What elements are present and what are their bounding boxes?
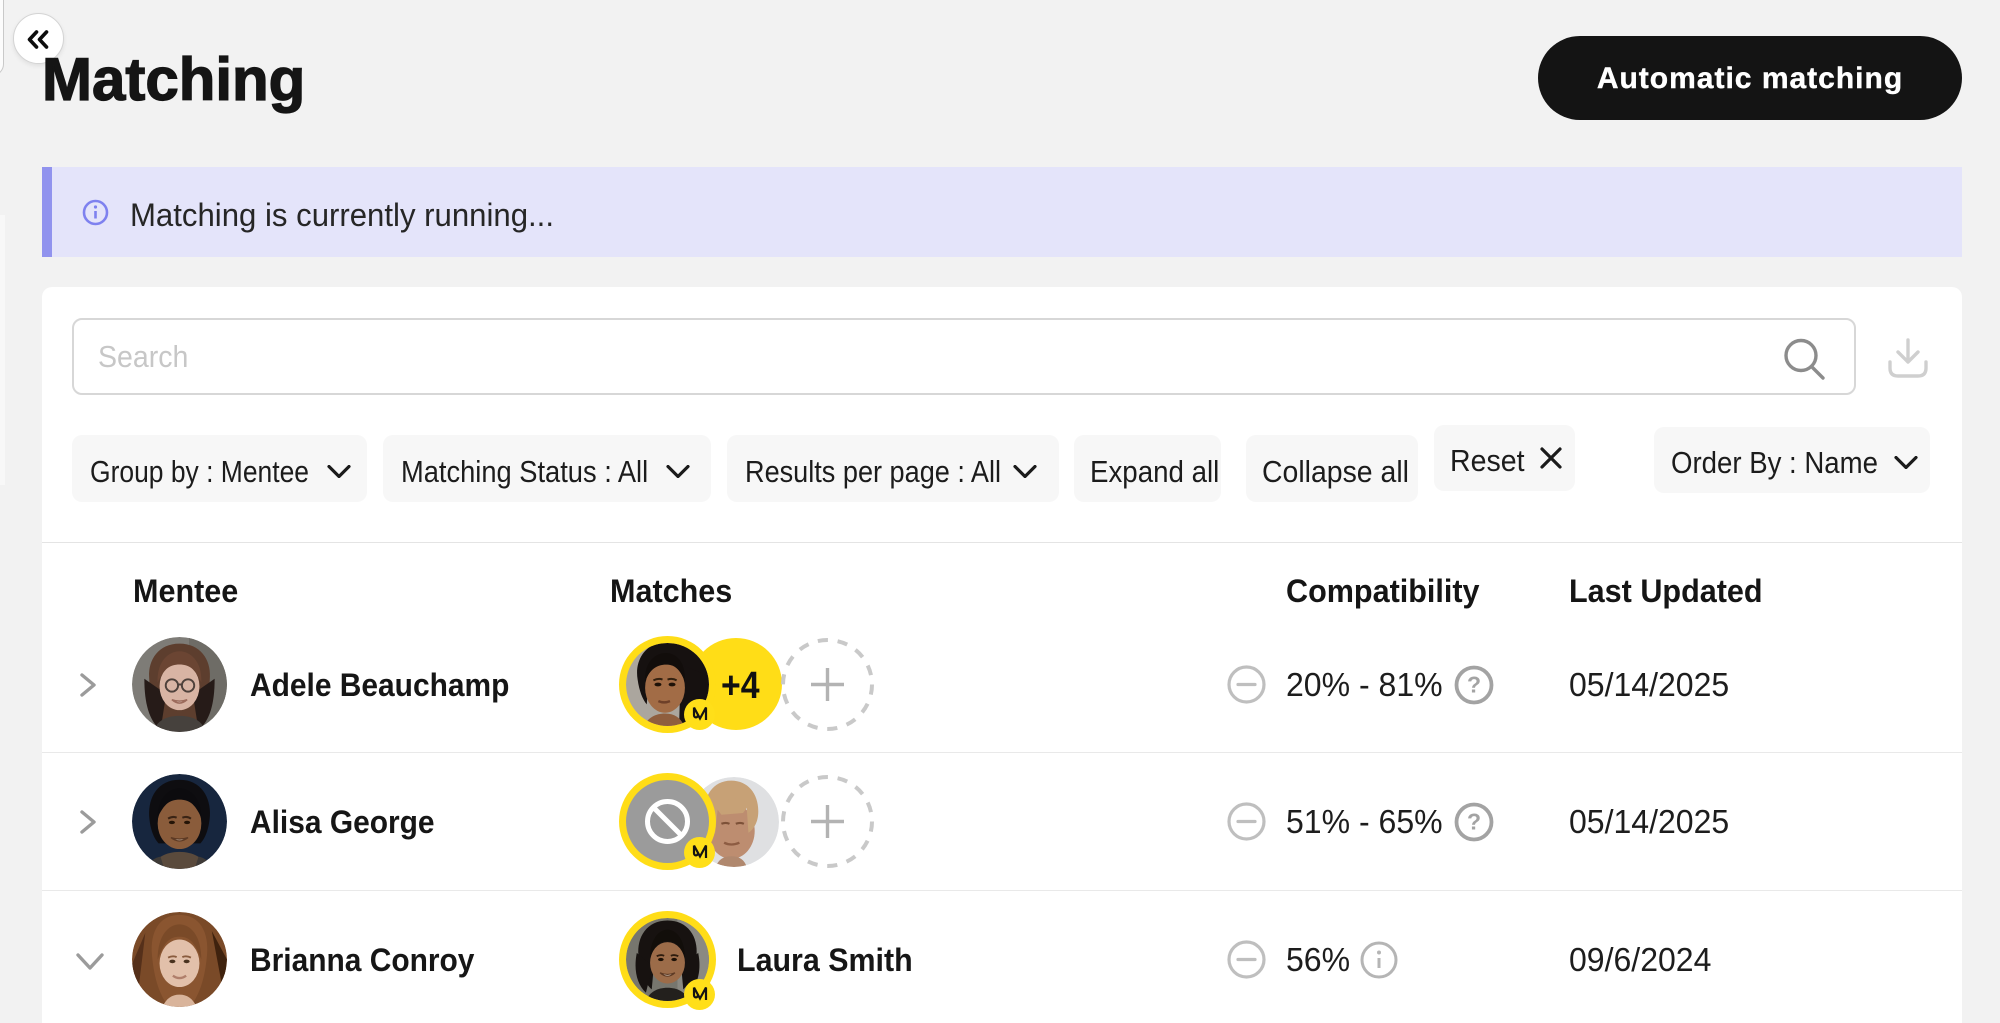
- svg-text:?: ?: [1467, 809, 1481, 835]
- svg-text:?: ?: [1467, 672, 1481, 698]
